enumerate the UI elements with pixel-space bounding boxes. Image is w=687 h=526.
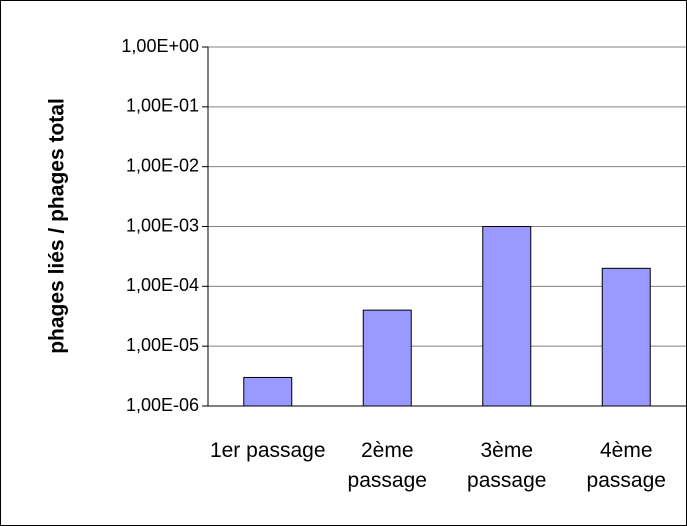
y-axis-label: phages liés / phages total [46,98,69,354]
bar [601,267,651,407]
x-tick-label: 1er passage [209,439,326,462]
y-tick-label: 1,00E-03 [126,215,199,235]
y-tick-label: 1,00E+00 [121,36,199,56]
y-tick-label: 1,00E-06 [126,395,199,415]
x-tick-label: 4ème passage [586,439,666,492]
x-tick-label: 2ème passage [347,439,427,492]
y-tick-label: 1,00E-02 [126,155,199,175]
y-tick-label: 1,00E-04 [126,275,199,295]
x-tick-label: 3ème passage [467,439,547,492]
bar [482,226,532,407]
y-tick-label: 1,00E-01 [126,96,199,116]
y-tick-label: 1,00E-05 [126,335,199,355]
bar [243,376,293,407]
bar [362,309,412,407]
